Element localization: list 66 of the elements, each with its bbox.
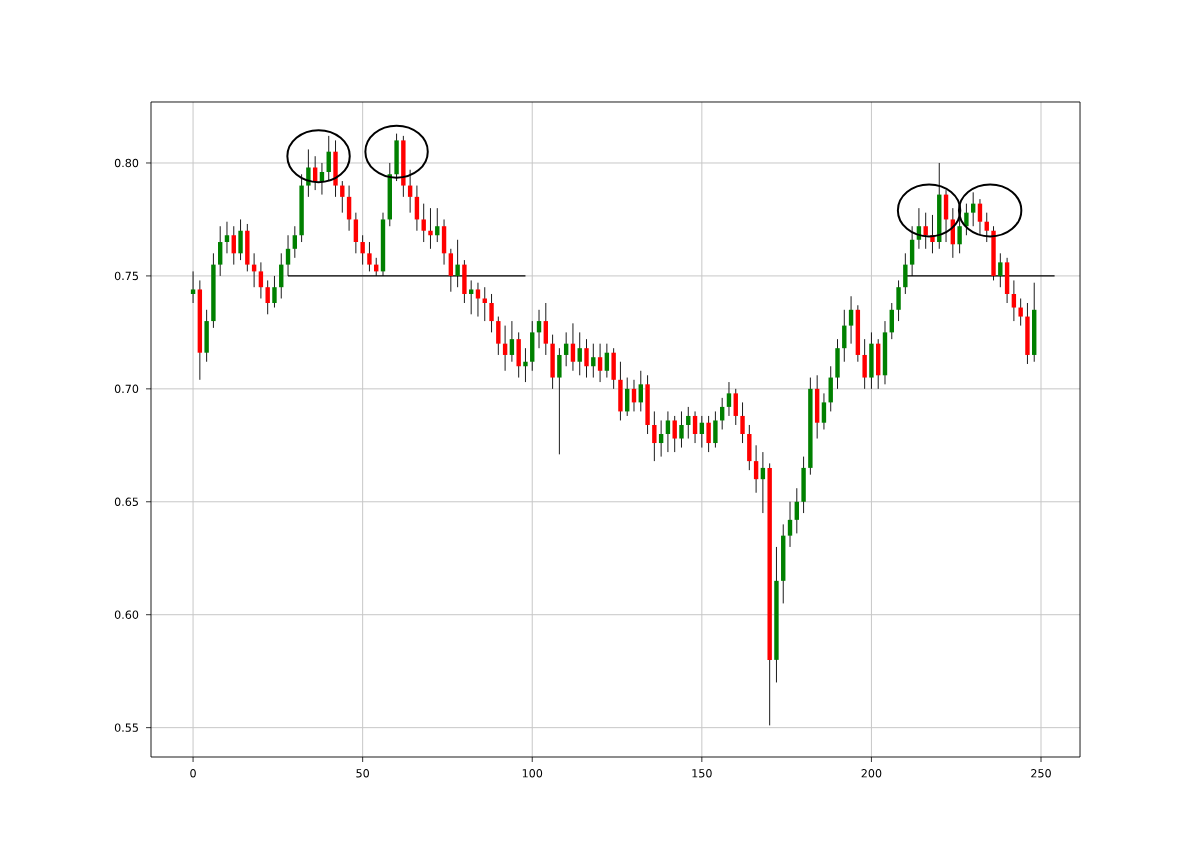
y-tick-label: 0.60 [114,610,139,619]
candlestick [686,406,691,439]
candlestick [421,203,426,243]
candlestick [435,207,440,243]
candlestick [340,180,345,214]
candlestick [862,338,867,390]
candlestick [475,282,481,318]
candlestick [570,322,576,372]
candlestick [1018,298,1023,327]
candlestick [970,191,976,227]
candlestick [482,286,487,322]
candlestick [658,420,664,458]
candlestick [489,293,494,333]
candlestick [1011,279,1017,322]
candlestick [360,234,365,266]
candlestick [523,347,528,383]
candlestick [713,410,718,449]
x-tick-label: 100 [522,769,543,778]
candlestick [367,241,372,272]
candlestick [638,370,643,412]
candlestick [543,302,549,356]
candlestick [896,279,901,322]
y-tick-label: 0.80 [114,158,139,168]
candlestick [353,212,359,254]
y-tick-label: 0.65 [114,497,138,506]
candlestick [496,316,501,356]
candlestick [740,401,745,444]
candlestick [794,487,800,534]
candlestick [821,392,827,430]
candlestick [428,207,433,250]
candlestick [787,501,793,548]
x-tick-label: 0 [190,769,196,778]
candlestick [652,410,657,462]
candlestick [733,388,738,426]
candlestick [604,343,610,378]
candlestick [679,410,684,449]
x-tick-label: 200 [861,769,882,778]
candlestick [231,225,236,266]
candlestick [468,279,474,315]
candlestick [190,270,196,304]
candlestick [584,338,589,378]
candlestick [692,410,698,444]
candlestick [292,225,298,259]
candlestick [597,343,603,383]
candlestick [591,343,596,378]
y-tick-label: 0.75 [114,271,138,281]
candlestick [665,410,671,453]
candlestick [706,415,711,453]
candlestick [238,219,243,261]
x-tick-label: 150 [692,769,712,778]
candlestick [509,320,515,363]
candlestick [672,415,677,453]
x-tick-label: 250 [1031,769,1051,778]
candlestick [557,347,562,455]
candlestick [726,381,732,417]
candlestick [848,295,854,345]
candlestick [224,221,230,254]
candlestick [265,279,270,315]
y-tick-label: 0.55 [114,723,138,732]
candlestick [217,225,223,277]
candlestick [753,444,759,494]
y-tick-label: 0.70 [114,384,139,394]
candlestick [577,331,582,376]
candlestick [258,261,264,299]
candlestick [272,275,277,308]
x-tick-label: 50 [356,769,369,778]
